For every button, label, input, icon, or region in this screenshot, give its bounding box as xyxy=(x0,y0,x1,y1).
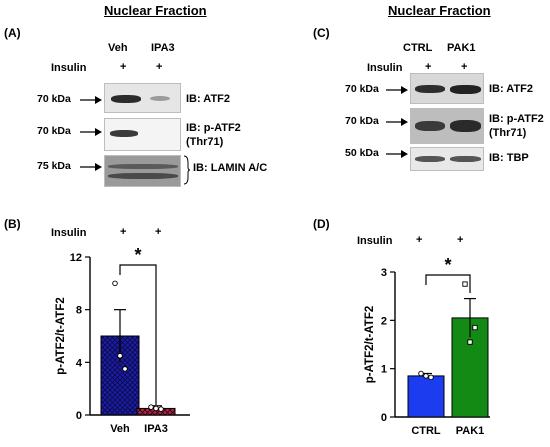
panel-d-data-point xyxy=(467,339,473,345)
panel-d-data-point xyxy=(423,373,429,379)
panel-b-data-point xyxy=(112,280,118,287)
panel-c-arrow-row3 xyxy=(386,150,408,158)
panel-c-ab-row2-line2: (Thr71) xyxy=(489,127,527,139)
panel-a-arrow-row2 xyxy=(80,128,102,136)
panel-c-lane-ctrl: CTRL xyxy=(403,42,433,54)
panel-a-marker-row1: 70 kDa xyxy=(37,93,71,105)
panel-c-marker-row1: 70 kDa xyxy=(345,83,379,95)
panel-b-insulin-label: Insulin xyxy=(51,227,87,239)
panel-b-significance-star: * xyxy=(134,245,141,265)
panel-b-x-tick-label: IPA3 xyxy=(144,423,168,435)
panel-a-arrow-row3 xyxy=(80,163,102,171)
panel-b-y-tick-label: 12 xyxy=(70,252,82,264)
panel-a-ab-row2: IB: p-ATF2 xyxy=(186,122,241,134)
panel-c-ab-row2: IB: p-ATF2 xyxy=(489,113,544,125)
panel-d-bar-chart: 0 1 2 3 p-ATF2/t-ATF2 CTRL PAK1 * xyxy=(364,255,490,437)
panel-b-significance-bracket xyxy=(119,264,157,405)
panel-a-title: Nuclear Fraction xyxy=(104,3,207,18)
panel-a-arrow-row1 xyxy=(80,96,102,104)
panel-b-bar-chart: 0 4 8 12 p-ATF2/t-ATF2 Veh IPA3 * xyxy=(55,245,190,435)
panel-d-data-point xyxy=(472,324,478,331)
panel-c-title: Nuclear Fraction xyxy=(388,3,491,18)
panel-b-insulin-mark-ipa3: + xyxy=(155,226,162,238)
panel-a-label: (A) xyxy=(4,26,21,40)
panel-a-bracket xyxy=(183,155,191,185)
panel-b-y-tick-label: 4 xyxy=(76,357,83,369)
panel-a-lane-veh: Veh xyxy=(108,42,128,54)
panel-c-marker-row3: 50 kDa xyxy=(345,147,379,159)
panel-d-significance-star: * xyxy=(444,255,451,275)
panel-d-x-tick-label: PAK1 xyxy=(456,425,485,437)
panel-d-label: (D) xyxy=(313,217,330,231)
panel-c-ab-row1: IB: ATF2 xyxy=(489,83,533,95)
panel-d-y-tick-label: 3 xyxy=(381,267,387,279)
panel-d-insulin-mark-pak1: + xyxy=(457,234,464,246)
panel-b-label: (B) xyxy=(4,217,21,231)
panel-d-y-tick-label: 2 xyxy=(381,315,387,327)
panel-c-ab-row3: IB: TBP xyxy=(489,152,529,164)
panel-d-x-tick-label: CTRL xyxy=(411,425,441,437)
panel-d-data-point xyxy=(428,374,434,381)
panel-d-y-tick-label: 0 xyxy=(381,412,387,424)
panel-b-x-tick-label: Veh xyxy=(110,423,130,435)
panel-d-data-point xyxy=(418,370,424,377)
panel-a-ab-row3: IB: LAMIN A/C xyxy=(193,162,268,174)
panel-b-data-point xyxy=(153,405,159,412)
panel-c-insulin-mark-ctrl: + xyxy=(425,61,432,73)
panel-d-bar-ctrl xyxy=(407,375,445,418)
panel-a-ab-row2-line2: (Thr71) xyxy=(186,136,224,148)
panel-c-label: (C) xyxy=(313,26,330,40)
panel-b-y-tick-label: 0 xyxy=(76,410,82,422)
panel-a-marker-row2: 70 kDa xyxy=(37,125,71,137)
panel-a-lane-ipa3: IPA3 xyxy=(151,42,175,54)
panel-c-insulin-label: Insulin xyxy=(367,62,403,74)
panel-b-y-axis-label: p-ATF2/t-ATF2 xyxy=(55,297,67,375)
panel-a-blot-p-atf2 xyxy=(104,118,181,151)
panel-c-blot-atf2 xyxy=(410,73,484,104)
panel-a-insulin-label: Insulin xyxy=(51,62,87,74)
panel-d-insulin-label: Insulin xyxy=(357,235,393,247)
panel-a-blot-lamin xyxy=(104,155,181,187)
panel-c-lane-pak1: PAK1 xyxy=(447,42,476,54)
panel-a-ab-row1: IB: ATF2 xyxy=(186,93,230,105)
panel-a-blot-atf2 xyxy=(104,83,181,113)
panel-b-data-point xyxy=(117,352,123,359)
panel-d-y-axis-label: p-ATF2/t-ATF2 xyxy=(364,306,376,384)
panel-c-blot-p-atf2 xyxy=(410,108,484,144)
panel-a-marker-row3: 75 kDa xyxy=(37,160,71,172)
panel-b-insulin-mark-veh: + xyxy=(120,226,127,238)
panel-a-insulin-mark-ipa3: + xyxy=(156,61,163,73)
panel-d-y-tick-label: 1 xyxy=(381,364,387,376)
panel-c-marker-row2: 70 kDa xyxy=(345,115,379,127)
panel-b-data-point xyxy=(148,404,154,410)
panel-d-significance-bracket xyxy=(425,274,471,293)
panel-c-blot-tbp xyxy=(410,147,484,171)
panel-b-data-point xyxy=(158,406,164,412)
panel-a-insulin-mark-veh: + xyxy=(120,61,127,73)
panel-c-insulin-mark-pak1: + xyxy=(461,61,468,73)
panel-d-data-point xyxy=(462,281,468,287)
panel-b-data-point xyxy=(122,366,128,372)
panel-d-insulin-mark-ctrl: + xyxy=(416,234,423,246)
panel-c-arrow-row2 xyxy=(386,118,408,126)
panel-b-y-tick-label: 8 xyxy=(76,305,82,317)
panel-c-arrow-row1 xyxy=(386,86,408,94)
